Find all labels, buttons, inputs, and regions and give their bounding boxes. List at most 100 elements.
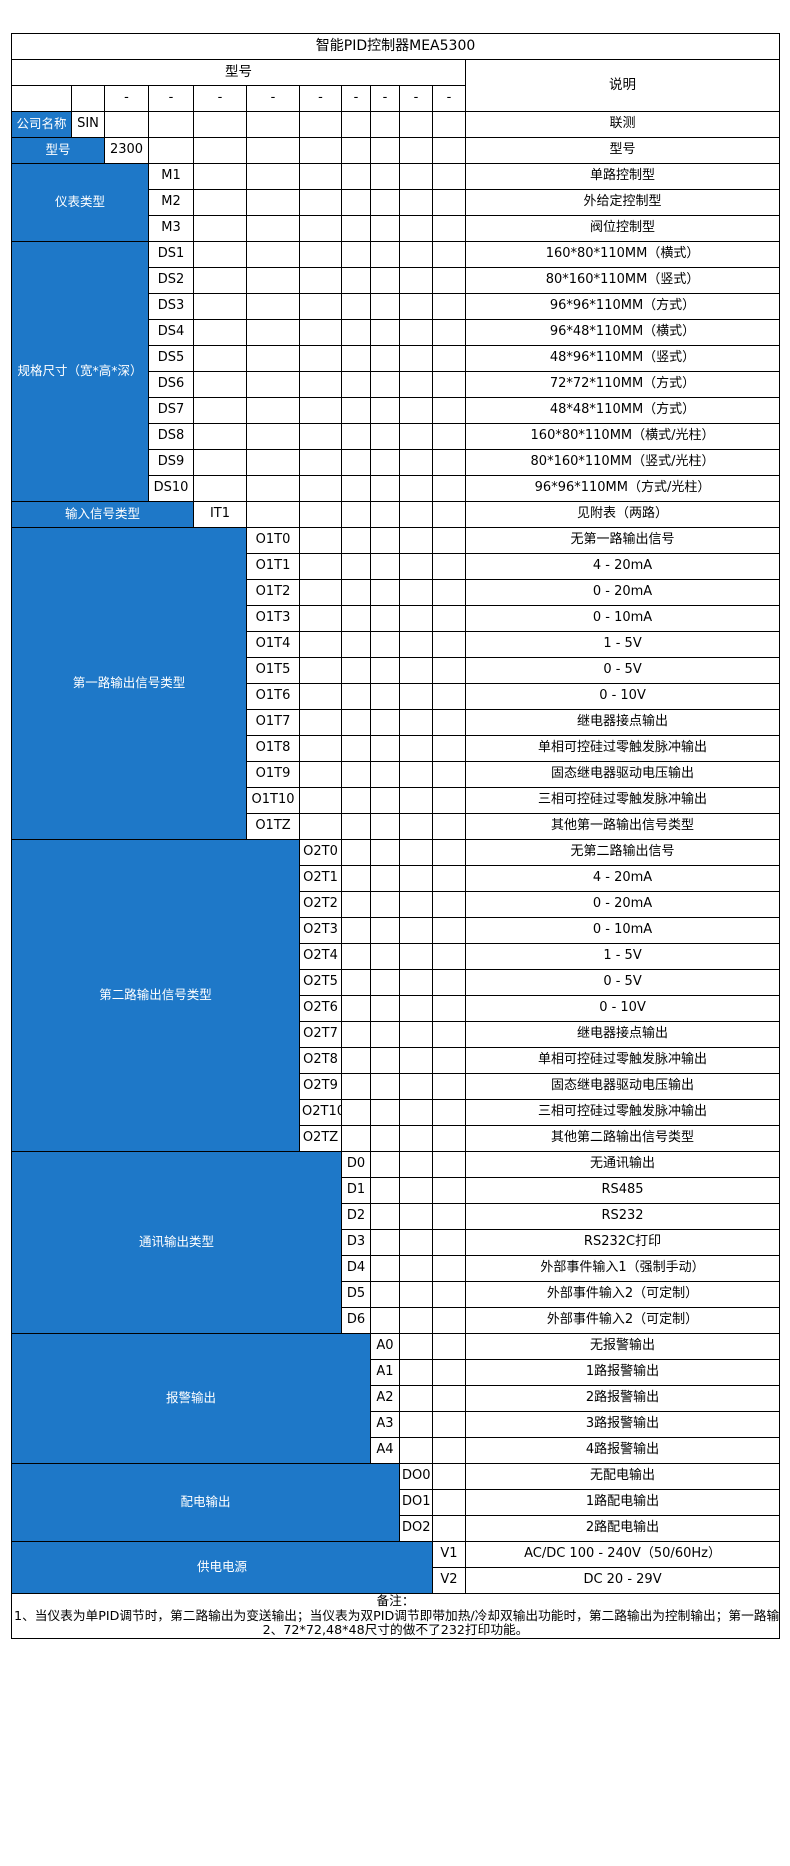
- option-code[interactable]: O1T5: [246, 657, 300, 684]
- option-code[interactable]: O2T3: [299, 917, 342, 944]
- option-code[interactable]: D3: [341, 1229, 371, 1256]
- blank-cell: [299, 423, 342, 450]
- option-description: 0 - 5V: [464, 657, 781, 684]
- blank-cell: [370, 657, 400, 684]
- option-code[interactable]: O2T7: [299, 1021, 342, 1048]
- option-code[interactable]: D6: [341, 1307, 371, 1334]
- option-code[interactable]: DS3: [148, 293, 194, 320]
- option-code[interactable]: A3: [370, 1411, 400, 1438]
- option-code[interactable]: O1T9: [246, 761, 300, 788]
- option-code[interactable]: O1T6: [246, 683, 300, 710]
- option-code[interactable]: A1: [370, 1359, 400, 1386]
- option-code[interactable]: A2: [370, 1385, 400, 1412]
- option-code[interactable]: D1: [341, 1177, 371, 1204]
- blank-cell: [341, 605, 371, 632]
- option-code[interactable]: V1: [432, 1541, 466, 1568]
- blank-cell: [299, 163, 342, 190]
- option-code[interactable]: DS5: [148, 345, 194, 372]
- option-code[interactable]: O2T6: [299, 995, 342, 1022]
- option-code[interactable]: O1T2: [246, 579, 300, 606]
- option-code[interactable]: D5: [341, 1281, 371, 1308]
- blank-cell: [370, 475, 400, 502]
- table-row: A3 3路报警输出: [12, 1411, 781, 1438]
- blank-cell: [370, 787, 400, 814]
- blank-cell: [370, 709, 400, 736]
- blank-cell: [432, 787, 466, 814]
- option-code[interactable]: M3: [148, 215, 194, 242]
- option-code[interactable]: O2T1: [299, 865, 342, 892]
- option-code[interactable]: O1T10: [246, 787, 300, 814]
- blank-cell: [370, 631, 400, 658]
- blank-cell: [246, 163, 300, 190]
- option-code[interactable]: O1TZ: [246, 813, 300, 840]
- option-code[interactable]: DS8: [148, 423, 194, 450]
- option-description: 外给定控制型: [464, 189, 781, 216]
- option-code[interactable]: O1T1: [246, 553, 300, 580]
- blank-cell: [246, 241, 300, 268]
- option-description: 0 - 20mA: [464, 891, 781, 918]
- blank-cell: [193, 397, 247, 424]
- option-code[interactable]: D0: [341, 1151, 371, 1178]
- option-code[interactable]: A0: [370, 1333, 400, 1360]
- option-code[interactable]: O2T8: [299, 1047, 342, 1074]
- option-code[interactable]: DS6: [148, 371, 194, 398]
- row-code[interactable]: SIN: [71, 111, 105, 138]
- blank-cell: [193, 423, 247, 450]
- option-code[interactable]: O1T4: [246, 631, 300, 658]
- blank-cell: [370, 111, 400, 138]
- blank-cell: [432, 553, 466, 580]
- option-description: 单相可控硅过零触发脉冲输出: [464, 735, 781, 762]
- option-code[interactable]: D2: [341, 1203, 371, 1230]
- option-code[interactable]: O1T8: [246, 735, 300, 762]
- option-code[interactable]: DO0: [399, 1463, 433, 1490]
- blank-cell: [432, 397, 466, 424]
- option-code[interactable]: O2T5: [299, 969, 342, 996]
- option-code[interactable]: O2TZ: [299, 1125, 342, 1152]
- option-code[interactable]: M1: [148, 163, 194, 190]
- option-code[interactable]: DS1: [148, 241, 194, 268]
- option-code[interactable]: O2T9: [299, 1073, 342, 1100]
- option-code[interactable]: DS2: [148, 267, 194, 294]
- option-description: 外部事件输入2（可定制）: [464, 1307, 781, 1334]
- blank-cell: [399, 527, 433, 554]
- row-code[interactable]: 2300: [104, 137, 149, 164]
- option-code[interactable]: V2: [432, 1567, 466, 1594]
- option-code[interactable]: M2: [148, 189, 194, 216]
- option-code[interactable]: DS9: [148, 449, 194, 476]
- table-row: 型号 2300 型号: [11, 137, 781, 164]
- option-code[interactable]: DO1: [399, 1489, 433, 1516]
- option-code[interactable]: O2T2: [299, 891, 342, 918]
- option-code[interactable]: DS7: [148, 397, 194, 424]
- blank-cell: [432, 1125, 466, 1152]
- option-code[interactable]: O2T0: [299, 839, 342, 866]
- option-code[interactable]: O1T0: [246, 527, 300, 554]
- blank-cell: [341, 943, 371, 970]
- option-description: RS232C打印: [464, 1229, 781, 1256]
- option-code[interactable]: O1T7: [246, 709, 300, 736]
- option-code[interactable]: DS10: [148, 475, 194, 502]
- blank-cell: [341, 683, 371, 710]
- option-code[interactable]: O2T4: [299, 943, 342, 970]
- notes-cell: 备注： 1、当仪表为单PID调节时，第二路输出为变送输出；当仪表为双PID调节即带…: [10, 1593, 781, 1639]
- option-code[interactable]: O1T3: [246, 605, 300, 632]
- option-code[interactable]: DO2: [399, 1515, 433, 1542]
- option-code[interactable]: IT1: [193, 501, 247, 528]
- dash-cell-7: -: [399, 85, 433, 112]
- table-row: 第一路输出信号类型 O1T0 无第一路输出信号: [11, 527, 781, 840]
- table-row: DS4 96*48*110MM（横式）: [12, 319, 781, 346]
- blank-cell: [341, 267, 371, 294]
- blank-cell: [399, 839, 433, 866]
- option-description: 单路控制型: [464, 163, 781, 190]
- blank-cell: [299, 319, 342, 346]
- option-code[interactable]: A4: [370, 1437, 400, 1464]
- blank-cell: [370, 579, 400, 606]
- blank-cell: [399, 163, 433, 190]
- option-code[interactable]: O2T10: [299, 1099, 342, 1126]
- blank-cell: [193, 241, 247, 268]
- option-code[interactable]: DS4: [148, 319, 194, 346]
- blank-cell: [341, 761, 371, 788]
- section-label-6: 报警输出: [11, 1333, 371, 1464]
- blank-cell: [399, 215, 433, 242]
- option-code[interactable]: D4: [341, 1255, 371, 1282]
- description-header: 说明: [464, 59, 781, 112]
